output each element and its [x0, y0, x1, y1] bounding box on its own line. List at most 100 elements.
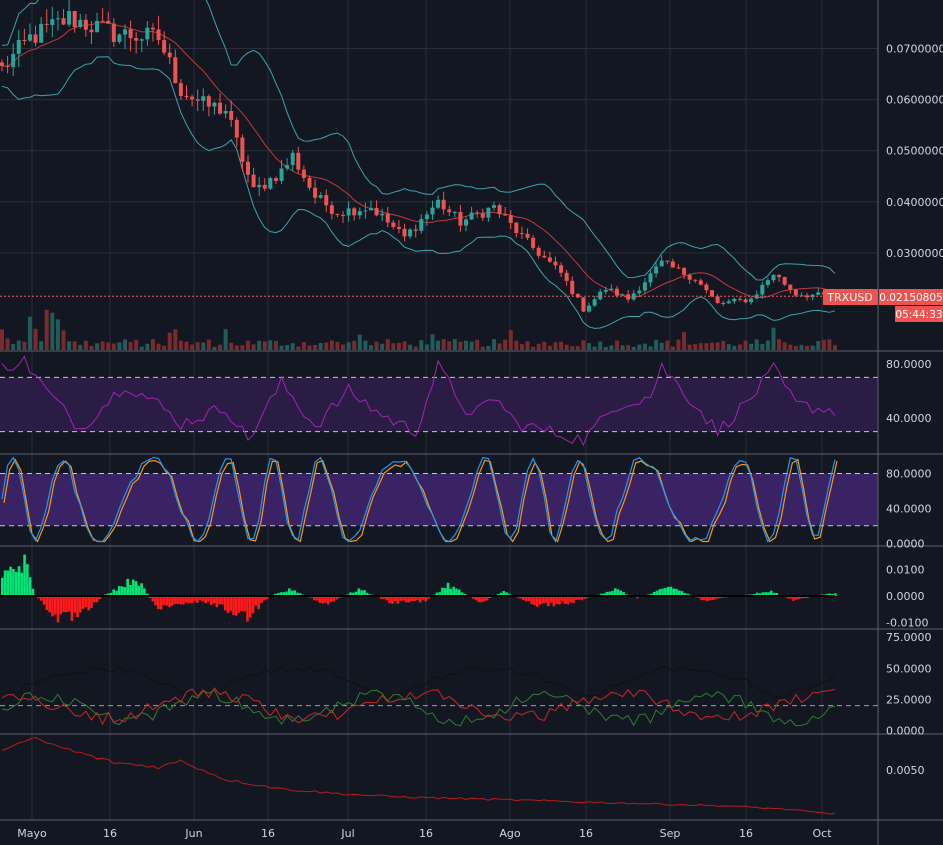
candle-body [380, 213, 385, 216]
histogram-bar [519, 596, 522, 599]
volume-bar [771, 327, 776, 350]
bollinger-lower [1, 56, 836, 329]
histogram-bar [1, 577, 4, 596]
histogram-bar [329, 596, 333, 603]
candle-body [525, 233, 530, 238]
volume-bar [659, 342, 664, 350]
histogram-bar [315, 596, 319, 601]
histogram-bar [711, 596, 715, 600]
volume-bar [693, 344, 698, 350]
volume-bar [491, 339, 496, 350]
candle-body [83, 19, 88, 30]
volume-bar [419, 340, 424, 350]
histogram-bar [572, 596, 575, 604]
volume-bar [352, 340, 357, 350]
volume-bar [178, 340, 183, 350]
histogram-bar [23, 554, 26, 596]
histogram-bar [705, 596, 709, 602]
candle-body [257, 184, 262, 188]
candle-body [564, 272, 569, 281]
candle-body [514, 222, 519, 234]
volume-bar [229, 342, 234, 350]
candle-body [441, 199, 446, 210]
candle-body [659, 260, 664, 267]
volume-bar [458, 341, 463, 350]
candle-body [452, 212, 457, 214]
histogram-bar [683, 593, 687, 596]
volume-bar [514, 340, 519, 350]
histogram-bar [12, 568, 15, 596]
volume-bar [50, 312, 55, 350]
histogram-bar [352, 592, 355, 596]
histogram-bar [505, 592, 508, 596]
histogram-bar [129, 585, 132, 596]
rsi-pane[interactable] [1, 355, 836, 447]
rsi-axis-label: 40.0000 [886, 412, 932, 425]
volume-bar [100, 341, 105, 350]
volume-bar [262, 341, 267, 350]
volume-bar [268, 340, 273, 350]
bottom-indicator-pane[interactable] [1, 736, 836, 815]
candle-body [491, 205, 496, 208]
candle-body [22, 40, 27, 42]
momentum-histogram-pane[interactable] [0, 554, 837, 623]
dmi-pane[interactable] [1, 665, 836, 727]
candle-body [782, 277, 787, 285]
candle-body [391, 222, 396, 227]
candle-body [229, 110, 234, 120]
volume-bar [626, 345, 631, 350]
candle-body [430, 207, 435, 215]
histogram-bar [427, 596, 430, 599]
histogram-bar [753, 593, 756, 596]
histogram-bar [84, 596, 88, 608]
histogram-bar [560, 596, 564, 602]
candle-body [536, 247, 541, 256]
histogram-bar [215, 596, 219, 608]
histogram-bar [56, 596, 60, 623]
volume-bar [212, 346, 217, 350]
histogram-bar [190, 596, 194, 604]
candle-body [419, 219, 424, 231]
histogram-bar [636, 596, 639, 599]
last-price-text: 0.02150805 [879, 292, 942, 304]
candle-body [240, 137, 245, 162]
histogram-bar [599, 593, 603, 596]
histogram-bar [622, 592, 625, 596]
volume-bar [637, 344, 642, 350]
histogram-bar [357, 588, 361, 596]
histogram-bar [257, 596, 260, 610]
volume-bar [765, 340, 770, 350]
candle-body [301, 169, 306, 178]
histogram-bar [87, 596, 90, 611]
histogram-bar [379, 596, 383, 599]
histogram-bar [666, 586, 670, 596]
histogram-bar [566, 596, 570, 605]
volume-bar [95, 343, 100, 350]
histogram-bar [106, 593, 110, 596]
volume-bar [676, 339, 681, 350]
volume-bar [642, 343, 647, 350]
histogram-bar [98, 596, 102, 599]
candle-body [111, 23, 116, 42]
volume-bar [318, 343, 323, 350]
histogram-bar [834, 593, 837, 596]
volume-bar [715, 342, 720, 350]
candle-body [531, 237, 536, 248]
histogram-bar [574, 596, 578, 600]
stochastic-pane[interactable] [1, 456, 838, 543]
time-axis[interactable]: Mayo 16 Jun 16 Jul 16 Ago 16 Sep 16 Oct [17, 827, 832, 840]
volume-bar [603, 346, 608, 350]
histogram-bar [502, 590, 506, 596]
candle-body [469, 212, 474, 220]
histogram-bar [51, 596, 54, 617]
moving-average [1, 21, 836, 298]
histogram-bar [59, 596, 63, 615]
candle-body [134, 38, 139, 41]
histogram-bar [424, 596, 428, 602]
histogram-bar [232, 596, 235, 616]
candle-body [805, 295, 810, 298]
histogram-bar [549, 596, 553, 603]
